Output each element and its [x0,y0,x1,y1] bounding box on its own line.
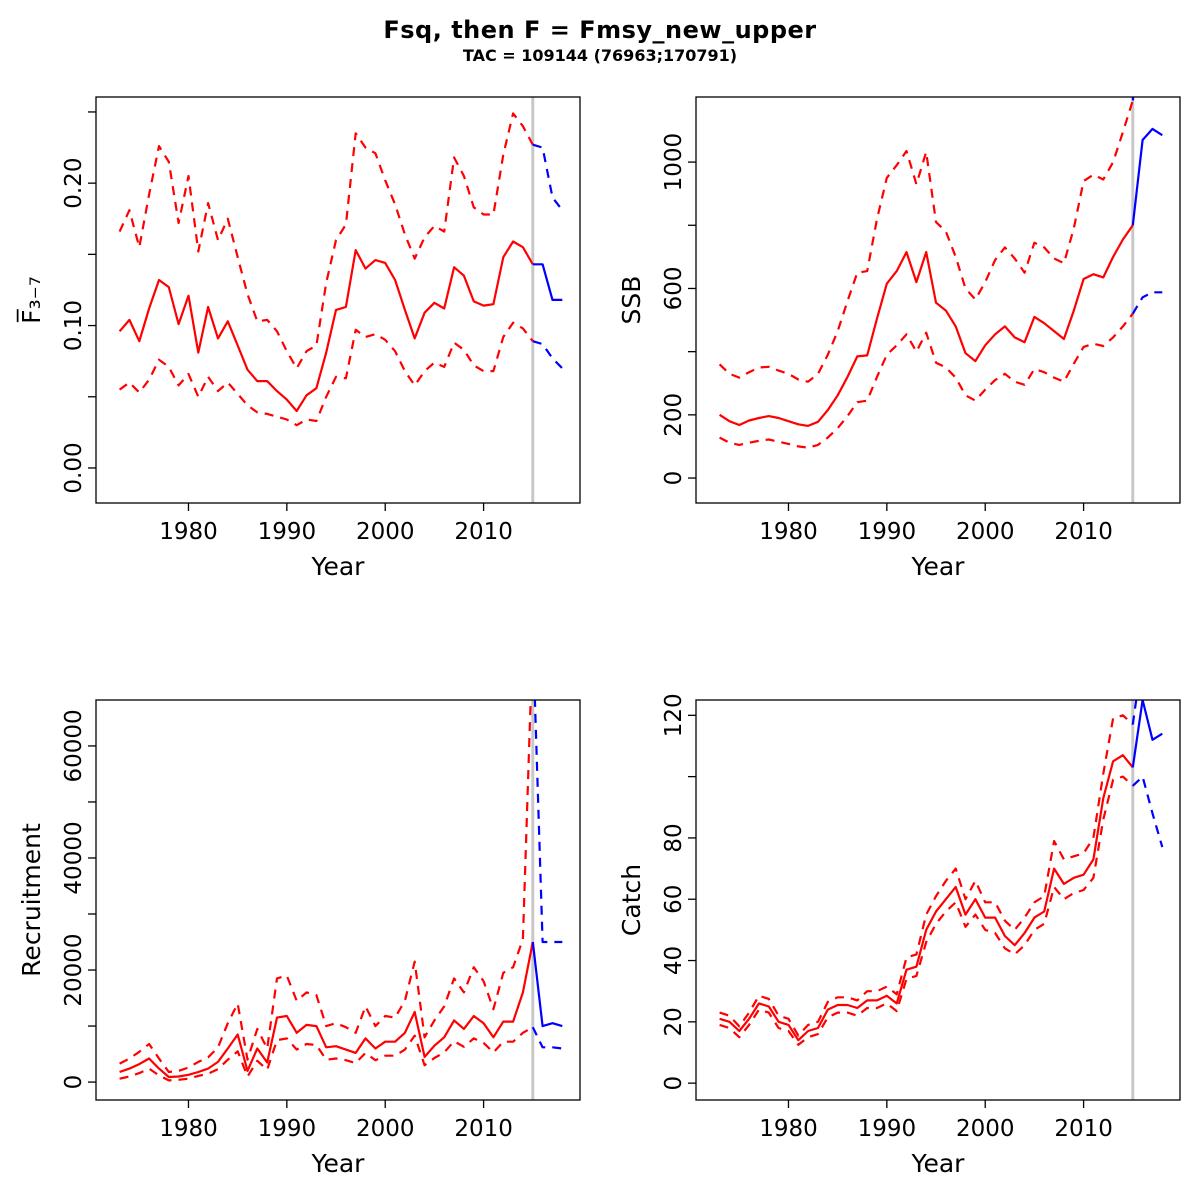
y-tick-label: 0 [661,471,687,486]
x-tick-label: 1980 [759,1116,818,1142]
y-tick-label: 20000 [61,933,87,1006]
x-tick-label: 2000 [956,519,1015,545]
y-axis-title: F̅₃₋₇ [16,276,46,324]
catch-lower-historical-line [719,775,1134,1046]
recruitment-lower-historical-line [119,1026,534,1082]
y-tick-label: 0.00 [61,442,87,493]
x-tick-label: 2000 [356,519,415,545]
x-tick-label: 1980 [159,519,218,545]
y-axis-title: SSB [617,276,646,325]
y-tick-label: 200 [661,393,687,437]
recruitment-upper-historical-line [119,700,532,1074]
catch-median-historical-line [719,754,1134,1042]
y-tick-label: 60 [661,885,687,914]
y-tick-label: 600 [661,267,687,311]
fbar-lower-historical-line [118,321,534,427]
panel-box [695,96,1181,504]
fbar-median-historical-line [118,240,534,413]
catch-lower-forecast-line [1132,775,1164,848]
x-tick-label: 2010 [454,519,513,545]
recruitment-lower-forecast-line [531,1026,563,1050]
panel-box [95,96,581,504]
y-tick-label: 0 [661,1076,687,1091]
fbar-upper-forecast-line [532,143,564,211]
x-tick-label: 2000 [956,1116,1015,1142]
x-tick-label: 1990 [858,519,917,545]
catch-upper-historical-line [719,714,1134,1037]
y-tick-label: 40 [661,946,687,975]
ssb-upper-historical-line [718,100,1134,383]
y-axis-title: Recruitment [17,823,46,977]
x-axis-title: Year [311,552,366,581]
figure-subtitle: TAC = 109144 (76963;170791) [462,46,738,65]
y-tick-label: 0.20 [61,158,87,209]
recruitment-panel: 1980 1990 2000 2010 0 20000 40000 60000 Year Recr… [17,699,581,1178]
y-tick-label: 1000 [661,133,687,192]
ssb-panel: 1980 1990 2000 2010 0 200 600 1000 Year SSB [617,96,1181,581]
panel-box [95,699,581,1101]
recruitment-upper-forecast-line [533,700,563,944]
fbar-lower-forecast-line [532,340,564,370]
y-axis-title: Catch [617,864,646,936]
catch-upper-forecast-line [1131,700,1138,725]
y-tick-label: 0.10 [61,300,87,351]
x-axis-title: Year [311,1149,366,1178]
ssb-lower-forecast-line [1131,291,1163,315]
fbar-panel: 1980 1990 2000 2010 0.00 0.10 0.20 Year F̅₃₋₇ [16,96,581,581]
figure-title: Fsq, then F = Fmsy_new_upper [383,16,817,44]
x-tick-label: 1990 [858,1116,917,1142]
ssb-upper-forecast-line [1131,97,1135,101]
ssb-median-historical-line [718,224,1134,427]
x-tick-label: 1990 [258,519,317,545]
x-axis-title: Year [911,1149,966,1178]
x-axis-title: Year [911,552,966,581]
catch-median-forecast-line [1131,700,1163,768]
x-tick-label: 1990 [258,1116,317,1142]
ssb-median-forecast-line [1131,127,1163,226]
y-tick-label: 120 [661,693,687,737]
fbar-median-forecast-line [532,263,563,301]
x-tick-label: 1980 [159,1116,218,1142]
recruitment-median-historical-line [119,941,534,1079]
catch-panel: 1980 1990 2000 2010 0 20 40 60 80 120 Year Catch [617,693,1181,1178]
ssb-lower-historical-line [719,313,1134,449]
y-tick-label: 40000 [61,821,87,894]
y-tick-label: 60000 [61,709,87,782]
y-tick-label: 0 [61,1075,87,1090]
y-tick-label: 20 [661,1007,687,1036]
x-tick-label: 2000 [356,1116,415,1142]
x-tick-label: 2010 [1054,1116,1113,1142]
recruitment-median-forecast-line [531,941,563,1028]
x-tick-label: 2010 [1054,519,1113,545]
x-tick-label: 2010 [454,1116,513,1142]
fbar-upper-historical-line [118,112,534,370]
x-tick-label: 1980 [759,519,818,545]
panel-box [695,699,1181,1101]
y-tick-label: 80 [661,823,687,852]
